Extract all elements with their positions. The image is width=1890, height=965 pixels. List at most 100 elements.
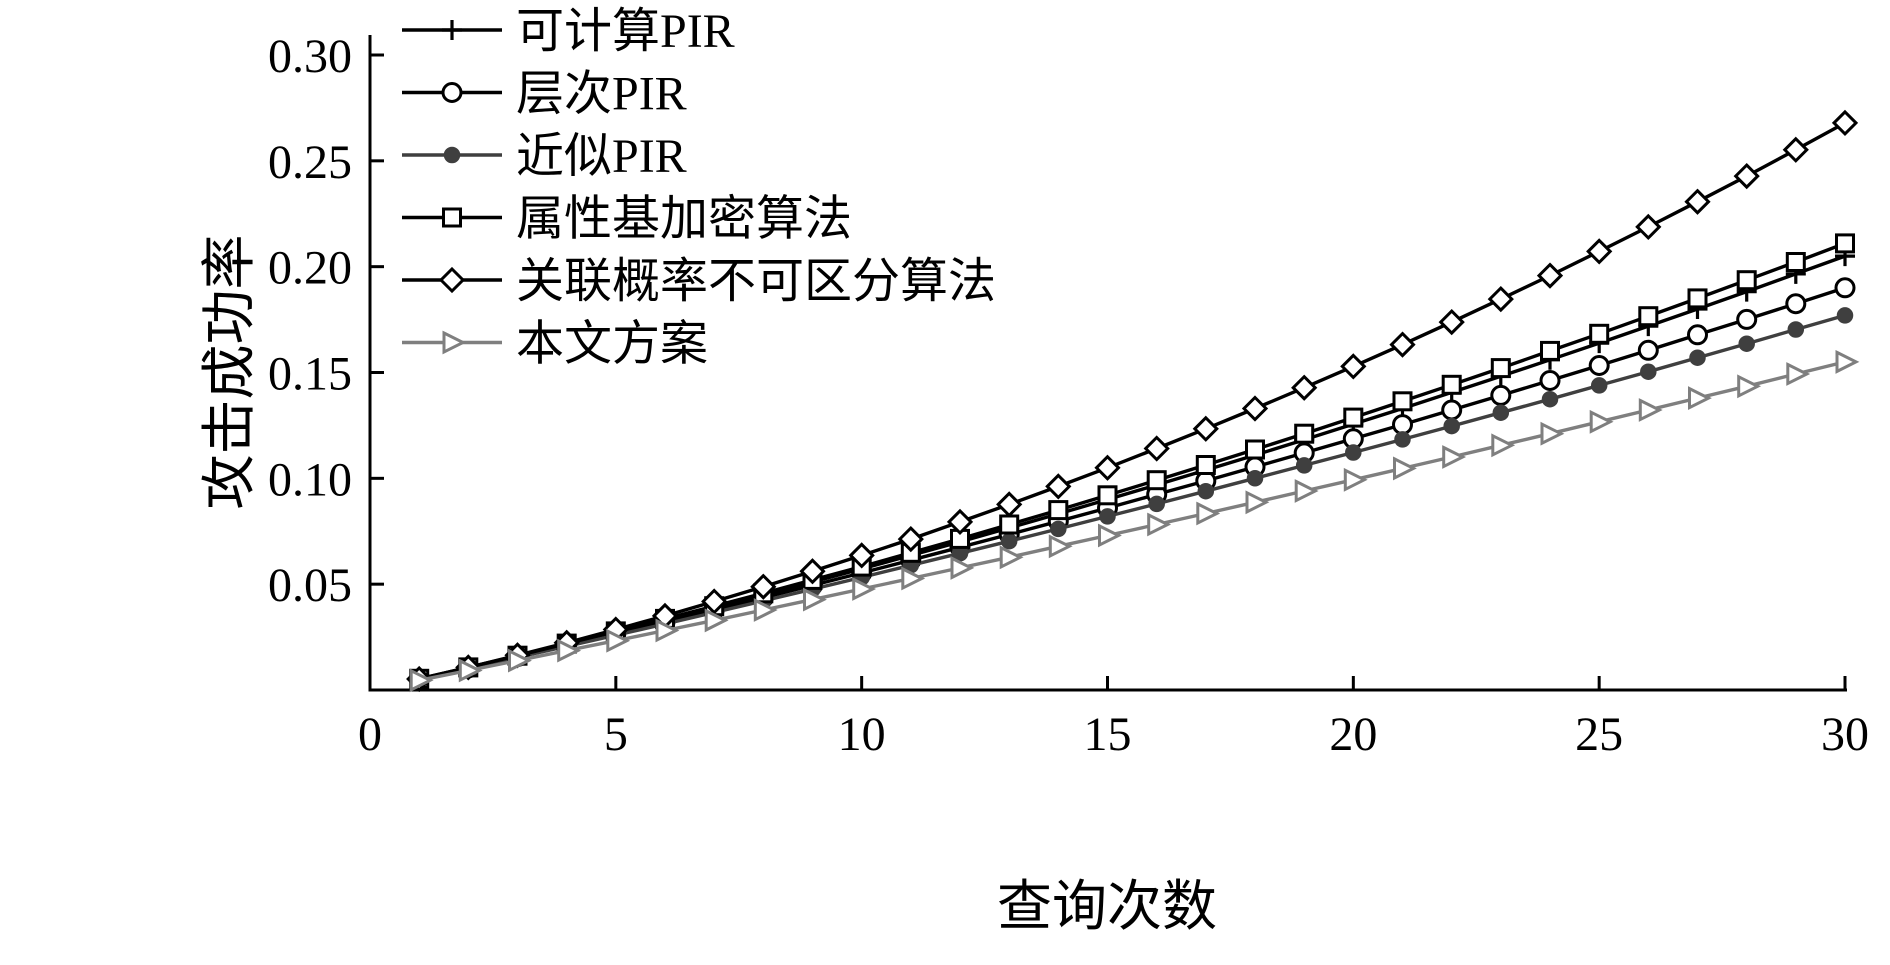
triangle-right-marker: [704, 608, 729, 633]
legend-label: 层次PIR: [516, 68, 687, 121]
plot-area: 0 5 10 15 20 25 30 0.05 0.10 0.15 0.20 0.25 0.30 可计算P…: [268, 5, 1869, 761]
y-tick-label: 0.30: [268, 30, 352, 83]
x-axis-title: 查询次数: [997, 876, 1217, 937]
triangle-right-marker: [606, 628, 631, 653]
x-tick-label: 0: [358, 708, 382, 761]
x-tick-label: 30: [1821, 708, 1869, 761]
legend-label: 可计算PIR: [516, 5, 735, 58]
square-open-marker: [1490, 358, 1511, 379]
triangle-right-marker: [1294, 479, 1319, 503]
circle-open-marker: [1834, 277, 1856, 299]
square-open-marker: [1146, 470, 1167, 491]
diamond-open-marker: [1684, 188, 1711, 215]
x-tick-label: 5: [604, 708, 628, 761]
triangle-right-marker: [1393, 456, 1417, 481]
diamond-open-marker: [1291, 374, 1318, 401]
square-open-marker: [999, 514, 1020, 535]
diamond-open-marker: [946, 508, 974, 536]
square-open-marker: [1195, 455, 1216, 475]
x-tick-label: 15: [1084, 708, 1132, 761]
legend-item-0: 可计算PIR: [402, 5, 735, 58]
legend-item-5: 本文方案: [402, 318, 708, 371]
y-axis-title: 攻击成功率: [199, 234, 260, 509]
legend-item-4: 关联概率不可区分算法: [402, 255, 996, 308]
triangle-right-marker: [1343, 467, 1368, 492]
circle-open-marker: [1736, 308, 1758, 330]
triangle-right-marker: [1737, 374, 1762, 399]
diamond-open-marker: [799, 558, 826, 585]
circle-open-marker: [441, 82, 463, 103]
y-tick-label: 0.20: [268, 242, 352, 295]
circle-filled-marker: [443, 146, 461, 164]
circle-open-marker: [1785, 293, 1807, 315]
triangle-right-marker: [458, 658, 483, 683]
circle-open-marker: [1441, 399, 1463, 421]
diamond-open-marker: [1487, 285, 1514, 313]
diamond-open-marker: [1635, 213, 1662, 241]
y-tick-label: 0.15: [268, 348, 352, 401]
triangle-right-marker: [803, 587, 827, 612]
circle-filled-marker: [1246, 470, 1264, 487]
square-open-marker: [1097, 485, 1118, 506]
triangle-right-marker: [442, 330, 467, 355]
diamond-open-marker: [1389, 331, 1416, 358]
circle-open-marker: [1637, 339, 1659, 361]
square-open-marker: [1294, 423, 1315, 444]
triangle-right-marker: [999, 545, 1024, 570]
diamond-open-marker: [1094, 454, 1121, 481]
triangle-right-marker: [950, 555, 975, 580]
circle-filled-marker: [1099, 508, 1116, 525]
circle-open-marker: [1490, 384, 1512, 406]
circle-filled-marker: [1394, 431, 1411, 448]
diamond-open-marker: [1782, 136, 1809, 163]
triangle-right-marker: [1442, 445, 1467, 469]
square-open-marker: [1392, 391, 1413, 412]
diamond-open-marker: [1831, 109, 1859, 137]
diamond-open-marker: [438, 266, 466, 294]
circle-filled-marker: [1787, 321, 1805, 338]
diamond-open-marker: [1045, 473, 1072, 500]
triangle-right-marker: [1491, 433, 1516, 458]
triangle-right-marker: [852, 577, 877, 601]
circle-filled-marker: [1738, 335, 1755, 352]
legend-item-3: 属性基加密算法: [402, 193, 852, 246]
circle-filled-marker: [1640, 363, 1657, 380]
y-tick-label: 0.25: [268, 136, 352, 189]
diamond-open-marker: [1143, 435, 1170, 462]
circle-filled-marker: [1590, 377, 1608, 394]
triangle-right-marker: [1540, 421, 1565, 446]
square-open-marker: [1441, 374, 1462, 395]
square-open-marker: [1589, 323, 1610, 344]
triangle-right-marker: [508, 648, 532, 673]
diamond-open-marker: [1438, 308, 1465, 336]
circle-filled-marker: [1050, 520, 1067, 538]
triangle-right-marker: [1245, 490, 1270, 515]
circle-open-marker: [1687, 324, 1708, 346]
triangle-right-marker: [1048, 534, 1073, 559]
diamond-open-marker: [1340, 353, 1367, 380]
legend-label: 近似PIR: [516, 130, 687, 183]
circle-filled-marker: [1000, 532, 1018, 550]
legend-label: 本文方案: [516, 318, 708, 371]
triangle-right-marker: [1688, 386, 1712, 411]
square-open-marker: [1638, 306, 1659, 327]
triangle-right-marker: [1589, 409, 1614, 434]
diamond-open-marker: [701, 588, 728, 615]
square-open-marker: [1785, 252, 1806, 272]
circle-filled-marker: [1148, 495, 1165, 513]
square-open-marker: [1343, 407, 1364, 428]
diamond-open-marker: [1733, 162, 1760, 190]
triangle-right-marker: [1835, 349, 1860, 374]
square-open-marker: [1736, 270, 1757, 291]
x-tick-label: 10: [838, 708, 886, 761]
x-tick-label: 25: [1575, 708, 1623, 761]
triangle-right-marker: [1098, 523, 1122, 548]
diamond-open-marker: [1241, 395, 1269, 422]
legend-item-2: 近似PIR: [402, 130, 687, 183]
square-open-marker: [1687, 288, 1708, 309]
diamond-open-marker: [848, 542, 875, 569]
square-open-marker: [1245, 439, 1265, 460]
triangle-right-marker: [901, 566, 926, 591]
